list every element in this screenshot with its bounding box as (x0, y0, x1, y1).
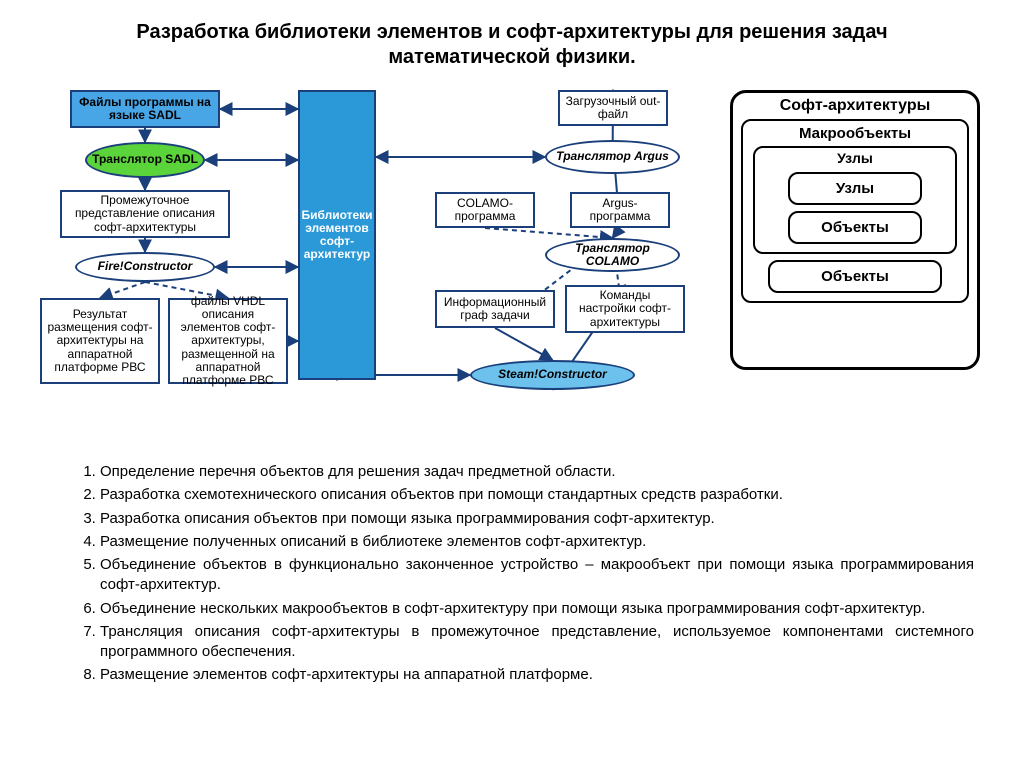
flowchart-canvas: Софт-архитектуры Макрообъекты Узлы Узлы … (40, 80, 984, 450)
step-3: Разработка описания объектов при помощи … (100, 509, 984, 529)
node-vhdl: файлы VHDL описания элементов софт-архит… (168, 298, 288, 384)
node-colamo_prog: COLAMO-программа (435, 192, 535, 228)
step-5: Объединение объектов в функционально зак… (100, 555, 984, 596)
node-trans_colamo: Транслятор COLAMO (545, 238, 680, 272)
steps-list: Определение перечня объектов для решения… (40, 462, 984, 686)
node-argus_prog: Argus-программа (570, 192, 670, 228)
step-8: Размещение элементов софт-архитектуры на… (100, 665, 984, 685)
chip-nodes: Узлы (788, 172, 922, 205)
node-result: Результат размещения софт-архитектуры на… (40, 298, 160, 384)
chip-objects-2: Объекты (768, 260, 942, 293)
node-commands: Команды настройки софт-архитектуры (565, 285, 685, 333)
step-6: Объединение нескольких макрообъектов в с… (100, 599, 984, 619)
step-2: Разработка схемотехнического описания об… (100, 485, 984, 505)
node-trans_sadl: Транслятор SADL (85, 142, 205, 178)
hierarchy-macro: Макрообъекты Узлы Узлы Объекты Объекты (741, 119, 969, 303)
step-4: Размещение полученных описаний в библиот… (100, 532, 984, 552)
node-sadl_files: Файлы программы на языке SADL (70, 90, 220, 128)
page: Разработка библиотеки элементов и софт-а… (0, 0, 1024, 767)
hierarchy-macro-label: Макрообъекты (749, 125, 961, 142)
node-infograph: Информационный граф задачи (435, 290, 555, 328)
node-interm: Промежуточное представление описания соф… (60, 190, 230, 238)
hierarchy-nodes-group: Узлы Узлы Объекты (753, 146, 957, 254)
step-1: Определение перечня объектов для решения… (100, 462, 984, 482)
page-title: Разработка библиотеки элементов и софт-а… (102, 20, 922, 70)
hierarchy-outer: Софт-архитектуры Макрообъекты Узлы Узлы … (730, 90, 980, 370)
chip-objects-1: Объекты (788, 211, 922, 244)
node-fire: Fire!Constructor (75, 252, 215, 282)
hierarchy-outer-label: Софт-архитектуры (733, 97, 977, 115)
node-steam: Steam!Constructor (470, 360, 635, 390)
hierarchy-nodes-label: Узлы (761, 150, 949, 166)
step-7: Трансляция описания софт-архитектуры в п… (100, 622, 984, 663)
node-trans_argus: Транслятор Argus (545, 140, 680, 174)
node-outfile: Загрузочный out-файл (558, 90, 668, 126)
node-lib: Библиотеки элементов софт-архитектур (298, 90, 376, 380)
